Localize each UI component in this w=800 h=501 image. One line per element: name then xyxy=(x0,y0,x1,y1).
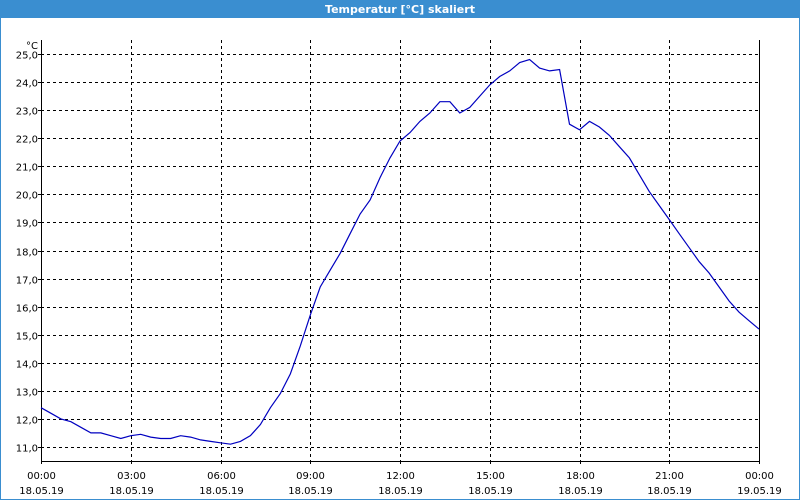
y-tick-label: 18,0 xyxy=(16,248,38,259)
y-tick-label: 14,0 xyxy=(16,360,38,371)
axes-layer xyxy=(38,40,760,464)
y-tick-label: 20,0 xyxy=(16,191,38,202)
y-axis-tick-labels: 11,0 12,0 13,0 14,0 15,0 16,0 17,0 18,0 19,0 20,0… xyxy=(16,51,38,455)
y-tick-label: 16,0 xyxy=(16,304,38,315)
y-tick-label: 13,0 xyxy=(16,388,38,399)
x-tick-date-label: 18.05.19 xyxy=(647,486,692,497)
x-tick-date-label: 18.05.19 xyxy=(109,486,154,497)
x-tick-date-label: 18.05.19 xyxy=(468,486,513,497)
x-tick-time-label: 00:00 xyxy=(27,471,56,482)
x-tick-time-label: 06:00 xyxy=(207,471,236,482)
x-tick-time-label: 12:00 xyxy=(386,471,415,482)
y-tick-label: 22,0 xyxy=(16,135,38,146)
chart-title: Temperatur [°C] skaliert xyxy=(1,1,799,18)
x-tick-time-label: 00:00 xyxy=(745,471,774,482)
y-tick-label: 24,0 xyxy=(16,79,38,90)
series-layer xyxy=(40,58,760,445)
x-tick-time-label: 09:00 xyxy=(296,471,325,482)
x-tick-date-label: 18.05.19 xyxy=(19,486,64,497)
x-axis-tick-labels: 00:00 18.05.19 03:00 18.05.19 06:00 18.05.19 0… xyxy=(19,471,782,497)
x-tick-time-label: 15:00 xyxy=(476,471,505,482)
y-axis-unit-label: °C xyxy=(26,41,38,52)
x-tick-time-label: 21:00 xyxy=(655,471,684,482)
y-tick-label: 15,0 xyxy=(16,332,38,343)
y-tick-label: 11,0 xyxy=(16,444,38,455)
grid-layer xyxy=(41,40,759,461)
y-tick-label: 17,0 xyxy=(16,276,38,287)
temperature-series-line xyxy=(40,58,760,445)
y-tick-label: 23,0 xyxy=(16,107,38,118)
x-tick-date-label: 18.05.19 xyxy=(558,486,603,497)
y-tick-label: 19,0 xyxy=(16,219,38,230)
x-tick-date-label: 18.05.19 xyxy=(199,486,244,497)
x-tick-time-label: 18:00 xyxy=(566,471,595,482)
y-tick-label: 25,0 xyxy=(16,51,38,62)
y-tick-label: 12,0 xyxy=(16,416,38,427)
x-tick-time-label: 03:00 xyxy=(117,471,146,482)
x-tick-date-label: 18.05.19 xyxy=(378,486,423,497)
x-tick-date-label: 18.05.19 xyxy=(288,486,333,497)
y-tick-label: 21,0 xyxy=(16,163,38,174)
x-tick-date-label: 19.05.19 xyxy=(737,486,782,497)
